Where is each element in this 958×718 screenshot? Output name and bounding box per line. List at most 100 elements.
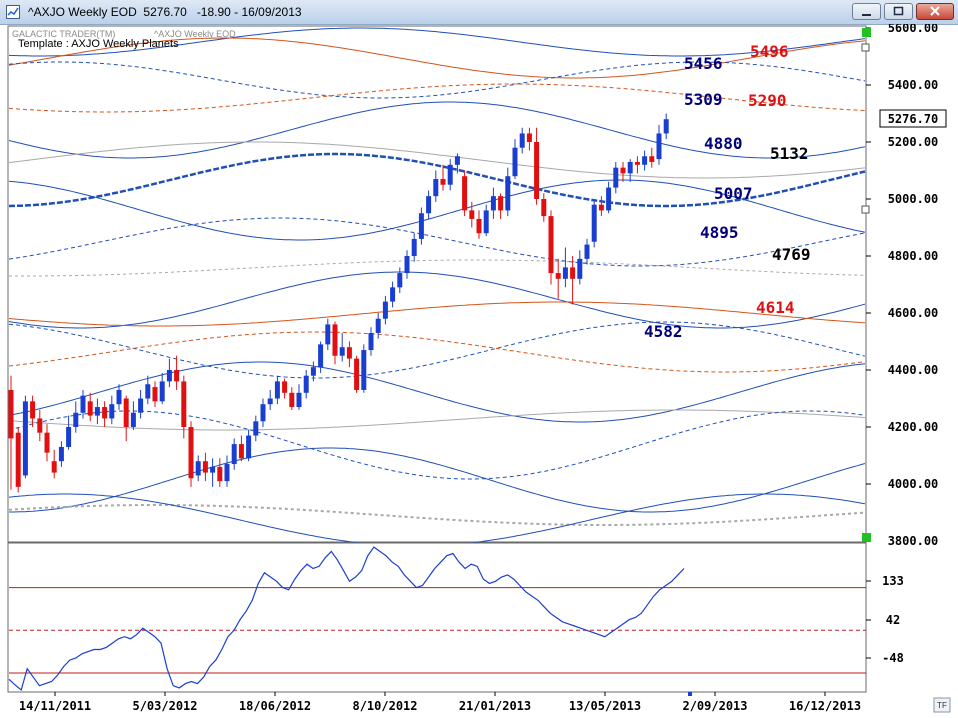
candle-body (346, 347, 352, 359)
planet-line (8, 321, 866, 379)
bottom-green-marker (862, 533, 871, 542)
candle-body (109, 404, 115, 419)
maximize-button[interactable] (884, 3, 913, 20)
candle-body (253, 421, 259, 436)
planet-line (8, 271, 866, 329)
close-button[interactable] (916, 3, 954, 20)
price-panel (7, 25, 867, 543)
level-label: 5496 (750, 42, 789, 61)
candle-body (534, 142, 540, 199)
candle-body (217, 466, 223, 482)
price-axis: 5600.00 5400.00 5200.00 5000.00 4800.00 4600.… (866, 24, 938, 548)
level-labels: 5456 5496 5309 5290 4880 5132 5007 4895 4769 4614… (644, 42, 811, 341)
date-tick-label: 2/09/2013 (682, 699, 747, 713)
oscillator-line (8, 546, 685, 692)
candle-body (426, 196, 432, 214)
candle-body (591, 204, 597, 242)
candle-body (66, 427, 72, 447)
candle-body (58, 446, 64, 462)
candle-body (634, 161, 640, 165)
level-label: 4895 (700, 223, 739, 242)
level-label: 4769 (772, 245, 811, 264)
candle-body (325, 324, 331, 345)
candle-body (231, 444, 237, 465)
candle-body (411, 238, 417, 256)
last-price-box (879, 109, 947, 128)
candle-body (519, 133, 525, 148)
osc-tick-label: -48 (882, 651, 904, 665)
current-date-marker (688, 692, 692, 696)
candle-body (159, 381, 165, 402)
level-label: 5132 (770, 144, 809, 163)
candle-body (130, 412, 136, 427)
date-tick-label: 16/12/2013 (789, 699, 861, 713)
candle-body (296, 392, 302, 408)
candle-body (361, 350, 367, 390)
candle-body (512, 147, 518, 177)
title-bar[interactable]: ^AXJO Weekly EOD 5276.70 -18.90 - 16/09/… (0, 0, 958, 25)
price-tick-label: 4800.00 (888, 249, 939, 263)
candle-body (22, 401, 28, 476)
planet-line (8, 410, 866, 480)
candle-body (577, 258, 583, 279)
date-tick-label: 8/10/2012 (352, 699, 417, 713)
candle-body (663, 119, 669, 134)
candle-body (498, 196, 504, 211)
candle-body (174, 370, 180, 382)
price-tick-label: 4000.00 (888, 477, 939, 491)
date-tick-label: 21/01/2013 (459, 699, 531, 713)
price-tick-label: 5600.00 (888, 24, 939, 35)
candle-body (562, 267, 568, 279)
date-tick-label: 5/03/2012 (132, 699, 197, 713)
candle-body (649, 156, 655, 162)
candle-body (462, 176, 468, 211)
candle-body (397, 273, 403, 288)
top-small-square (861, 43, 870, 52)
close-icon (930, 6, 940, 16)
candle-body (418, 213, 424, 239)
planet-line (8, 361, 866, 423)
candle-body (94, 407, 100, 416)
candle-body (368, 332, 374, 351)
brand-label: GALACTIC TRADER(TM) (12, 29, 115, 39)
candle-body (274, 381, 280, 399)
tf-button[interactable] (933, 697, 951, 713)
candle-body (166, 370, 172, 382)
candle-body (541, 199, 547, 217)
osc-tick-label: 42 (886, 613, 900, 627)
top-green-marker (862, 28, 871, 37)
candle-body (282, 381, 288, 393)
candle-body (490, 196, 496, 211)
candle-body (606, 187, 612, 211)
minimize-icon (862, 14, 871, 16)
candle-body (613, 167, 619, 188)
candle-body (404, 256, 410, 274)
candle-body (116, 389, 122, 405)
planet-line (8, 504, 866, 526)
minimize-button[interactable] (852, 3, 881, 20)
candle-body (310, 367, 316, 376)
candle-body (469, 210, 475, 219)
candle-body (181, 381, 187, 427)
candle-body (267, 398, 273, 405)
price-tick-label: 4400.00 (888, 363, 939, 377)
candle-body (627, 161, 633, 174)
candle-body (483, 210, 489, 234)
planet-line (8, 331, 866, 373)
planet-line (8, 37, 866, 79)
planet-line (8, 217, 866, 267)
candle-body (102, 407, 108, 419)
chart-area[interactable]: 5456 5496 5309 5290 4880 5132 5007 4895 4769 4614… (0, 24, 958, 718)
level-label: 5309 (684, 90, 723, 109)
app-icon (6, 5, 20, 19)
candle-body (138, 398, 144, 413)
candle-body (620, 167, 626, 174)
candle-body (440, 179, 446, 185)
mid-small-square (861, 205, 870, 214)
planet-line (8, 152, 866, 208)
planet-line (9, 259, 866, 277)
planet-line (8, 301, 866, 327)
candle-body (202, 461, 208, 473)
candle-body (354, 358, 360, 390)
candle-body (332, 324, 338, 356)
